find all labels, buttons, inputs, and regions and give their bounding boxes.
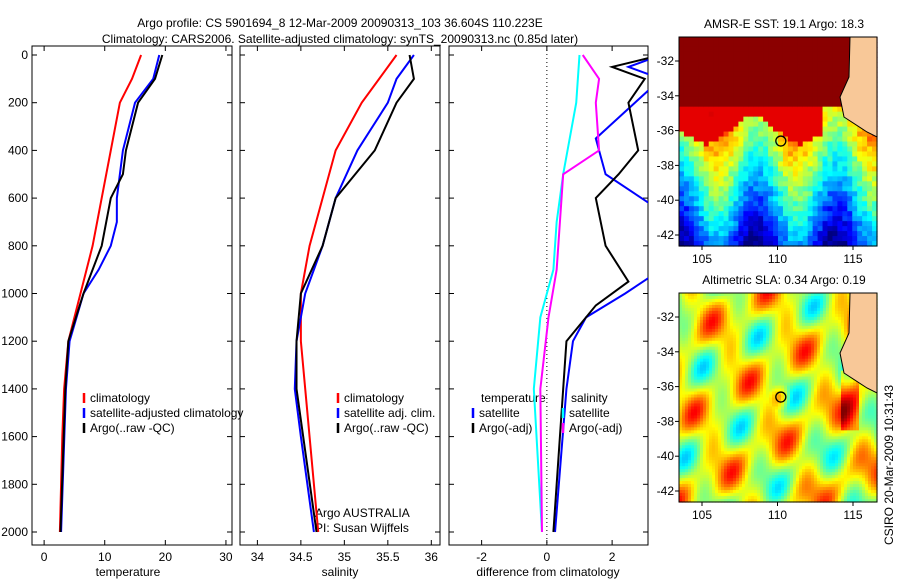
y-tick-label: 1400 xyxy=(1,382,28,396)
xlabel-temperature: temperature xyxy=(96,565,161,579)
lon-tick-label: 110 xyxy=(768,252,787,266)
sst-map: -32 -34 -36 -38 -40 -42 105 110 115 xyxy=(657,37,878,266)
x-tick-label: 0 xyxy=(41,550,48,564)
lat-tick-label: -40 xyxy=(657,193,675,207)
x-tick-label: 34.5 xyxy=(289,550,313,564)
lat-tick-label: -36 xyxy=(657,380,675,394)
y-tick-label: 400 xyxy=(8,143,28,157)
y-tick-label: 1200 xyxy=(1,334,28,348)
xlabel-salinity: salinity xyxy=(322,565,359,579)
lat-tick-label: -32 xyxy=(657,310,675,324)
lat-tick-label: -38 xyxy=(657,158,675,172)
x-tick-label: 34 xyxy=(251,550,265,564)
y-tick-label: 2000 xyxy=(1,525,28,539)
figure-subtitle: Climatology: CARS2006. Satellite-adjuste… xyxy=(102,32,578,46)
series-line-argo-raw-qc- xyxy=(60,55,162,532)
lat-tick-label: -40 xyxy=(657,449,675,463)
axes-box xyxy=(240,46,440,545)
legend-label: Argo(-adj) xyxy=(479,421,532,435)
lat-tick-label: -34 xyxy=(657,345,675,359)
annotation-pi-name: PI: Susan Wijffels xyxy=(315,521,409,535)
annotation-argo-australia: Argo AUSTRALIA xyxy=(315,506,410,520)
legend-label: Argo(-adj) xyxy=(569,421,622,435)
footer-stamp: CSIRO 20-Mar-2009 10:31:43 xyxy=(882,385,896,545)
legend-label: satellite adj. clim. xyxy=(344,406,435,420)
lat-tick-label: -42 xyxy=(657,228,675,242)
y-tick-label: 0 xyxy=(21,48,28,62)
lat-tick-label: -34 xyxy=(657,89,675,103)
legend-header-temperature: temperature xyxy=(481,391,546,405)
y-tick-label: 800 xyxy=(8,239,28,253)
lat-tick-label: -42 xyxy=(657,484,675,498)
lon-tick-label: 115 xyxy=(843,252,862,266)
series-line-argo-adj- xyxy=(540,55,599,532)
legend-label: Argo(..raw -QC) xyxy=(90,421,175,435)
x-tick-label: 35 xyxy=(338,550,352,564)
x-tick-label: 35.5 xyxy=(376,550,400,564)
lon-tick-label: 110 xyxy=(768,508,787,522)
legend-label: Argo(..raw -QC) xyxy=(344,421,429,435)
figure-title: Argo profile: CS 5901694_8 12-Mar-2009 2… xyxy=(137,16,542,30)
axes-box xyxy=(449,46,648,545)
y-tick-label: 600 xyxy=(8,191,28,205)
sst-map-title: AMSR-E SST: 19.1 Argo: 18.3 xyxy=(704,17,864,31)
legend-header-salinity: salinity xyxy=(571,391,608,405)
legend-label: climatology xyxy=(344,391,404,405)
x-tick-label: 30 xyxy=(219,550,233,564)
legend-label: satellite xyxy=(479,406,520,420)
lon-tick-label: 105 xyxy=(692,252,712,266)
x-tick-label: 36 xyxy=(425,550,439,564)
sla-map: -32 -34 -36 -38 -40 -42 105 110 115 xyxy=(657,293,878,522)
series-line-satellite-adjusted-climatology xyxy=(61,55,159,532)
legend-label: climatology xyxy=(90,391,150,405)
y-tick-label: 1800 xyxy=(1,477,28,491)
x-tick-label: 0 xyxy=(544,550,551,564)
sla-map-title: Altimetric SLA: 0.34 Argo: 0.19 xyxy=(702,273,866,287)
legend-label: satellite xyxy=(569,406,610,420)
lat-tick-label: -36 xyxy=(657,124,675,138)
series-line-argo-raw-qc- xyxy=(297,55,414,532)
lat-tick-label: -32 xyxy=(657,54,675,68)
y-tick-label: 1600 xyxy=(1,430,28,444)
legend-label: satellite-adjusted climatology xyxy=(90,406,243,420)
x-tick-label: 10 xyxy=(98,550,112,564)
lon-tick-label: 115 xyxy=(843,508,862,522)
profile-panel-0: 0 10 20 30 0 200 400 600 800 1000 1200 1400 1600 1800… xyxy=(1,46,243,564)
xlabel-difference: difference from climatology xyxy=(476,565,619,579)
x-tick-label: 2 xyxy=(609,550,616,564)
lon-tick-label: 105 xyxy=(692,508,712,522)
x-tick-label: 20 xyxy=(159,550,173,564)
x-tick-label: -2 xyxy=(476,550,487,564)
y-tick-label: 1000 xyxy=(1,287,28,301)
y-tick-label: 200 xyxy=(8,96,28,110)
series-line-climatology xyxy=(301,55,397,532)
lat-tick-label: -38 xyxy=(657,414,675,428)
